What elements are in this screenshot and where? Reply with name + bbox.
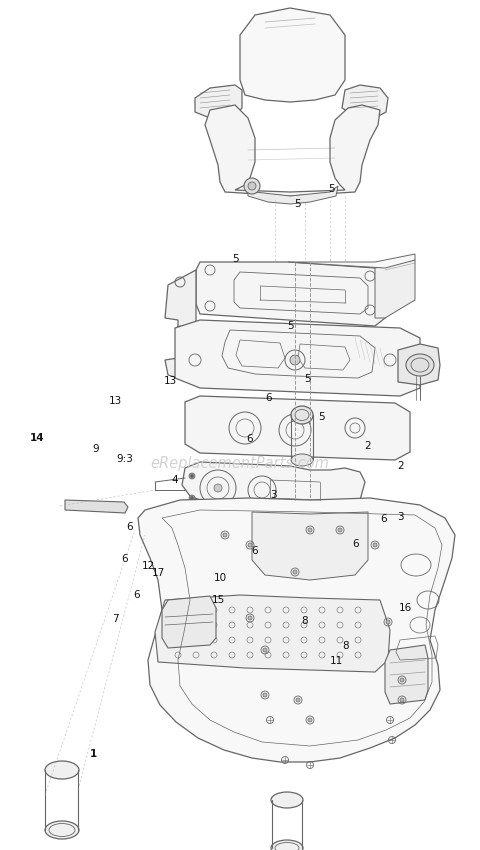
Polygon shape: [205, 105, 380, 196]
Circle shape: [386, 620, 390, 624]
Circle shape: [189, 495, 195, 501]
Circle shape: [248, 182, 256, 190]
Circle shape: [263, 693, 267, 697]
Text: 5: 5: [287, 320, 294, 331]
Circle shape: [290, 355, 300, 365]
Circle shape: [263, 648, 267, 652]
Polygon shape: [342, 85, 388, 118]
Circle shape: [223, 533, 227, 537]
Circle shape: [293, 570, 297, 574]
Polygon shape: [196, 262, 385, 326]
Text: 4: 4: [172, 475, 179, 485]
Text: 5: 5: [304, 374, 311, 384]
Text: 3: 3: [397, 512, 404, 522]
Text: 1: 1: [90, 749, 97, 759]
Circle shape: [400, 678, 404, 682]
Text: 2: 2: [364, 441, 371, 451]
Text: 8: 8: [342, 641, 349, 651]
Text: 5: 5: [294, 199, 301, 209]
Ellipse shape: [45, 761, 79, 779]
Circle shape: [400, 698, 404, 702]
Text: 8: 8: [301, 615, 308, 626]
Polygon shape: [165, 270, 196, 380]
Polygon shape: [185, 396, 410, 460]
Circle shape: [244, 178, 260, 194]
Text: 9:3: 9:3: [116, 454, 133, 464]
Text: 13: 13: [108, 396, 122, 406]
Text: 3: 3: [270, 490, 277, 500]
Text: 6: 6: [133, 590, 140, 600]
Circle shape: [248, 616, 252, 620]
Text: 6: 6: [251, 546, 258, 556]
Text: 6: 6: [246, 434, 253, 444]
Polygon shape: [398, 344, 440, 385]
Text: 7: 7: [112, 614, 119, 624]
Polygon shape: [252, 512, 368, 580]
Ellipse shape: [45, 821, 79, 839]
Text: eReplacementParts.com: eReplacementParts.com: [151, 456, 329, 471]
Text: 6: 6: [381, 513, 387, 524]
Circle shape: [338, 528, 342, 532]
Text: 12: 12: [142, 561, 156, 571]
Polygon shape: [385, 645, 428, 704]
Text: 6: 6: [352, 539, 359, 549]
Polygon shape: [175, 320, 420, 396]
Circle shape: [214, 484, 222, 492]
Text: 9: 9: [93, 444, 99, 454]
Ellipse shape: [271, 840, 303, 850]
Circle shape: [373, 543, 377, 547]
Text: 6: 6: [265, 393, 272, 403]
Ellipse shape: [406, 354, 434, 376]
Text: 14: 14: [30, 433, 45, 443]
Polygon shape: [195, 85, 242, 118]
Polygon shape: [240, 8, 345, 102]
Polygon shape: [288, 254, 415, 268]
Text: 2: 2: [397, 461, 404, 471]
Polygon shape: [65, 500, 128, 513]
Text: 6: 6: [121, 554, 128, 564]
Text: 17: 17: [152, 568, 165, 578]
Text: 11: 11: [329, 656, 343, 666]
Polygon shape: [138, 498, 455, 762]
Circle shape: [296, 698, 300, 702]
Polygon shape: [162, 596, 216, 648]
Ellipse shape: [291, 454, 313, 466]
Circle shape: [191, 474, 193, 478]
Polygon shape: [155, 595, 390, 672]
Text: 10: 10: [214, 573, 228, 583]
Text: 15: 15: [212, 595, 225, 605]
Text: 16: 16: [399, 603, 412, 613]
Polygon shape: [182, 462, 365, 510]
Polygon shape: [375, 260, 415, 318]
Text: 6: 6: [126, 522, 133, 532]
Ellipse shape: [271, 792, 303, 808]
Text: 5: 5: [318, 411, 325, 422]
Text: 5: 5: [232, 254, 239, 264]
Polygon shape: [248, 185, 338, 204]
Circle shape: [248, 543, 252, 547]
Ellipse shape: [291, 406, 313, 424]
Text: 5: 5: [328, 184, 335, 194]
Text: 13: 13: [164, 376, 177, 386]
Circle shape: [191, 496, 193, 500]
Circle shape: [189, 473, 195, 479]
Circle shape: [308, 528, 312, 532]
Circle shape: [308, 718, 312, 722]
